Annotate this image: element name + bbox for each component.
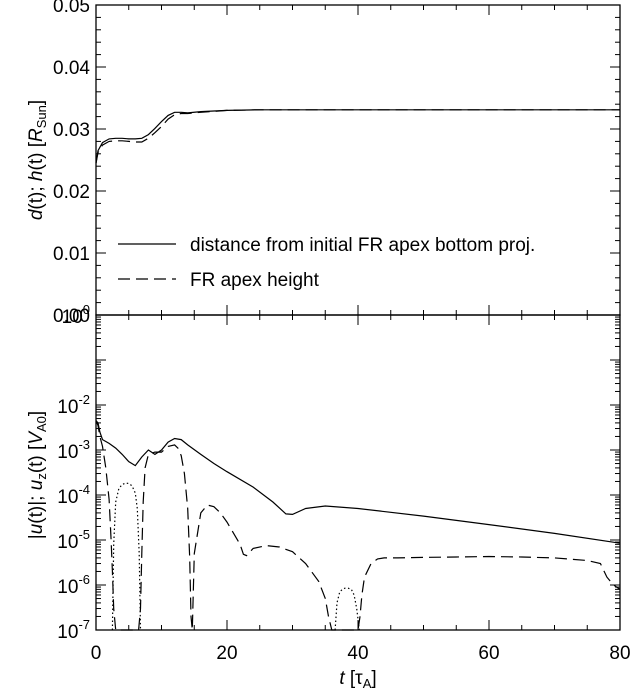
x-tick-label: 80: [609, 643, 630, 664]
top-plot-frame: [95, 4, 621, 316]
top-series-group: [95, 109, 620, 164]
bottom-y-tick-label: 10-7: [57, 617, 90, 643]
bottom-y-tick-label: 100: [62, 302, 90, 328]
bottom-y-tick-label: 10-6: [57, 572, 90, 598]
legend-entry-apex-height: FR apex height: [190, 270, 320, 291]
tick-label-base: 10: [57, 487, 78, 508]
top-y-tick-label: 0.01: [53, 244, 90, 265]
tick-label-base: 10: [57, 577, 78, 598]
top-series-apex-height-line: [95, 109, 620, 164]
xlabel-sub: A: [363, 676, 372, 691]
bot-ylabel-close: ]: [26, 411, 47, 416]
tick-label-exponent: 0: [83, 302, 90, 317]
tick-label-exponent: -4: [78, 482, 90, 497]
tick-label-exponent: -6: [78, 572, 90, 587]
top-ticks-group: 0.05 0.04 0.03 0.02 0.01 0.00: [53, 0, 621, 327]
top-series-distance-line: [95, 109, 620, 164]
top-panel: 0.05 0.04 0.03 0.02 0.01 0.00 d(t); h(t) [RSu…: [26, 0, 621, 327]
bottom-y-tick-label: 10-2: [57, 392, 90, 418]
bottom-y-tick-label: 10-5: [57, 527, 90, 553]
x-tick-label: 40: [347, 643, 368, 664]
top-ylabel-sub: Sun: [34, 105, 49, 128]
top-y-tick-label: 0.05: [53, 0, 90, 17]
bot-ylabel-u1: u: [26, 523, 47, 534]
legend-entry-distance: distance from initial FR apex bottom pro…: [190, 235, 535, 256]
bot-ylabel-c: (t) [: [26, 444, 47, 473]
tick-label-exponent: -7: [78, 617, 90, 632]
legend: distance from initial FR apex bottom pro…: [118, 235, 535, 291]
x-tick-label: 60: [478, 643, 499, 664]
tick-label-base: 10: [57, 442, 78, 463]
xlabel-close: ]: [371, 668, 376, 689]
bottom-series-group: [95, 420, 621, 631]
top-ylabel-r: R: [26, 128, 47, 142]
xlabel-mid: [τ: [345, 668, 364, 689]
top-y-tick-label: 0.04: [53, 58, 90, 79]
bot-ylabel-sub: A0: [34, 416, 49, 432]
top-y-tick-label: 0.00: [53, 306, 90, 327]
top-y-tick-label: 0.03: [53, 120, 90, 141]
tick-label-exponent: -2: [78, 392, 90, 407]
x-tick-label: 20: [216, 643, 237, 664]
x-axis-label: t [τA]: [339, 668, 376, 691]
bottom-uz-negative-line-2: [334, 587, 360, 631]
bottom-plot-frame: [95, 314, 621, 631]
bottom-y-axis-label: |u(t)|; uz(t) [VA0]: [26, 411, 49, 539]
bot-ylabel-b: (t)|;: [26, 490, 47, 523]
tick-label-exponent: -5: [78, 527, 90, 542]
x-tick-label: 0: [91, 643, 102, 664]
top-ylabel-h: h: [26, 171, 47, 182]
bottom-y-tick-label: 10-3: [57, 437, 90, 463]
top-ylabel-t1: (t);: [26, 181, 47, 210]
tick-label-base: 10: [57, 532, 78, 553]
tick-label-base: 10: [57, 622, 78, 643]
top-ylabel-t2: (t) [: [26, 141, 47, 170]
bottom-y-tick-label: 10-4: [57, 482, 90, 508]
bottom-velocity-magnitude-line: [95, 420, 621, 544]
bottom-uz-positive-line: [95, 420, 621, 631]
tick-label-base: 10: [62, 307, 83, 328]
top-y-axis-label: d(t); h(t) [RSun]: [26, 100, 49, 220]
bottom-uz-negative-line-1: [111, 482, 142, 631]
top-y-tick-label: 0.02: [53, 182, 90, 203]
top-ylabel-close: ]: [26, 100, 47, 105]
tick-label-base: 10: [57, 397, 78, 418]
xlabel-t: t: [339, 668, 345, 689]
bot-ylabel-v: V: [26, 430, 47, 445]
tick-label-exponent: -3: [78, 437, 90, 452]
bot-ylabel-a: |: [26, 534, 47, 539]
top-ylabel-d: d: [26, 208, 47, 220]
bot-ylabel-u2: u: [26, 479, 47, 490]
bot-ylabel-z: z: [34, 473, 49, 480]
